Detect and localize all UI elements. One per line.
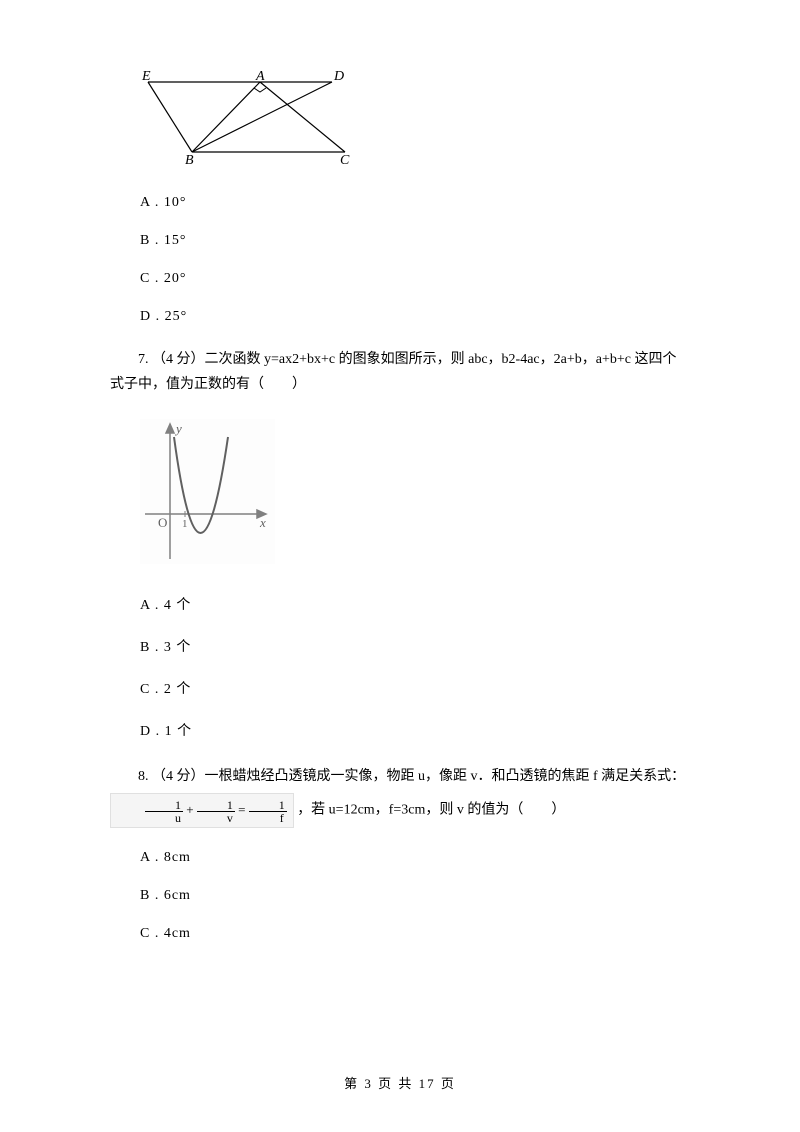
q7-option-C: C . 2 个 bbox=[140, 678, 690, 698]
formula-eq: = bbox=[238, 802, 245, 817]
frac3-num: 1 bbox=[249, 799, 287, 812]
q6-option-A: A . 10° bbox=[140, 195, 690, 211]
label-x: x bbox=[259, 515, 266, 530]
frac1-den: u bbox=[145, 812, 183, 824]
formula-plus: + bbox=[186, 802, 193, 817]
q8-text: 8. （4 分）一根蜡烛经凸透镜成一实像，物距 u，像距 v．和凸透镜的焦距 f… bbox=[110, 762, 690, 827]
label-tick1: 1 bbox=[182, 518, 188, 530]
label-B: B bbox=[185, 153, 194, 165]
q8-option-A: A . 8cm bbox=[140, 850, 690, 866]
q6-option-B: B . 15° bbox=[140, 233, 690, 249]
q8-option-B: B . 6cm bbox=[140, 888, 690, 904]
label-C: C bbox=[340, 153, 350, 165]
q7-option-D: D . 1 个 bbox=[140, 720, 690, 740]
label-E: E bbox=[141, 70, 151, 84]
q6-option-C: C . 20° bbox=[140, 271, 690, 287]
q6-option-D: D . 25° bbox=[140, 309, 690, 325]
page-footer: 第 3 页 共 17 页 bbox=[0, 1073, 800, 1092]
frac2-den: v bbox=[197, 812, 235, 824]
label-D: D bbox=[333, 70, 344, 84]
q6-geometry-figure: E A D B C bbox=[140, 70, 690, 170]
label-O: O bbox=[158, 515, 167, 530]
frac3-den: f bbox=[249, 812, 287, 824]
parabola-svg: y x O 1 bbox=[140, 419, 275, 564]
label-y: y bbox=[174, 421, 182, 436]
frac1-num: 1 bbox=[145, 799, 183, 812]
q8-text-part2: ，若 u=12cm，f=3cm，则 v 的值为（ ） bbox=[297, 803, 565, 818]
q8-text-part1: 8. （4 分）一根蜡烛经凸透镜成一实像，物距 u，像距 v．和凸透镜的焦距 f… bbox=[138, 769, 685, 784]
label-A: A bbox=[255, 70, 265, 84]
geometry-svg: E A D B C bbox=[140, 70, 355, 165]
q7-text: 7. （4 分）二次函数 y=ax2+bx+c 的图象如图所示，则 abc，b2… bbox=[110, 347, 690, 397]
frac2-num: 1 bbox=[197, 799, 235, 812]
q8-option-C: C . 4cm bbox=[140, 926, 690, 942]
q8-formula: 1u + 1v = 1f bbox=[110, 793, 294, 828]
q7-option-A: A . 4 个 bbox=[140, 594, 690, 614]
q7-parabola-figure: y x O 1 bbox=[140, 419, 690, 569]
q7-option-B: B . 3 个 bbox=[140, 636, 690, 656]
